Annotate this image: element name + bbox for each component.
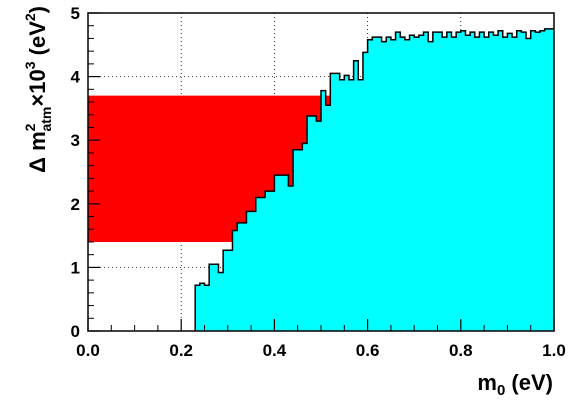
y-axis-title-sub: atm — [38, 107, 54, 132]
x-axis-title-unit: (eV) — [505, 370, 553, 395]
histogram-fill — [195, 28, 554, 332]
plot-area — [87, 12, 555, 332]
y-tick-label-3: 3 — [71, 131, 80, 150]
x-axis-title-main: m — [477, 370, 497, 395]
x-tick-label-3: 0.6 — [356, 341, 380, 360]
x-tick-label-5: 1.0 — [542, 341, 566, 360]
y-axis-title-unit-sup: 2 — [22, 13, 38, 21]
red-allowed-region — [88, 95, 333, 242]
y-axis-title-sup: 2 — [22, 123, 38, 131]
y-tick-label-1: 1 — [71, 258, 80, 277]
x-tick-label-0: 0.0 — [76, 341, 100, 360]
y-axis-title-times: ×10 — [25, 69, 50, 106]
y-axis-title-unit-close: ) — [25, 6, 50, 13]
y-axis-title-delta: Δ — [25, 151, 50, 173]
x-tick-label-2: 0.4 — [263, 341, 287, 360]
y-tick-label-4: 4 — [71, 68, 81, 87]
x-axis-title-sub: 0 — [497, 382, 505, 399]
y-tick-label-0: 0 — [71, 322, 80, 341]
y-axis-title-unit-open: (eV — [25, 21, 50, 62]
y-axis-title: Δ m2atm×103 (eV2) — [22, 6, 54, 173]
tick-labels: 0.0 0.2 0.4 0.6 0.8 1.0 0 1 2 3 4 5 — [71, 4, 566, 360]
x-tick-label-4: 0.8 — [449, 341, 473, 360]
x-tick-label-1: 0.2 — [169, 341, 193, 360]
y-axis-title-exp: 3 — [22, 61, 38, 69]
x-axis-title: m0 (eV) — [477, 370, 553, 399]
y-tick-label-5: 5 — [71, 4, 80, 23]
histogram-outline — [194, 28, 554, 331]
y-tick-label-2: 2 — [71, 195, 80, 214]
y-axis-title-main: m — [25, 131, 50, 151]
axis-ticks — [87, 12, 555, 332]
